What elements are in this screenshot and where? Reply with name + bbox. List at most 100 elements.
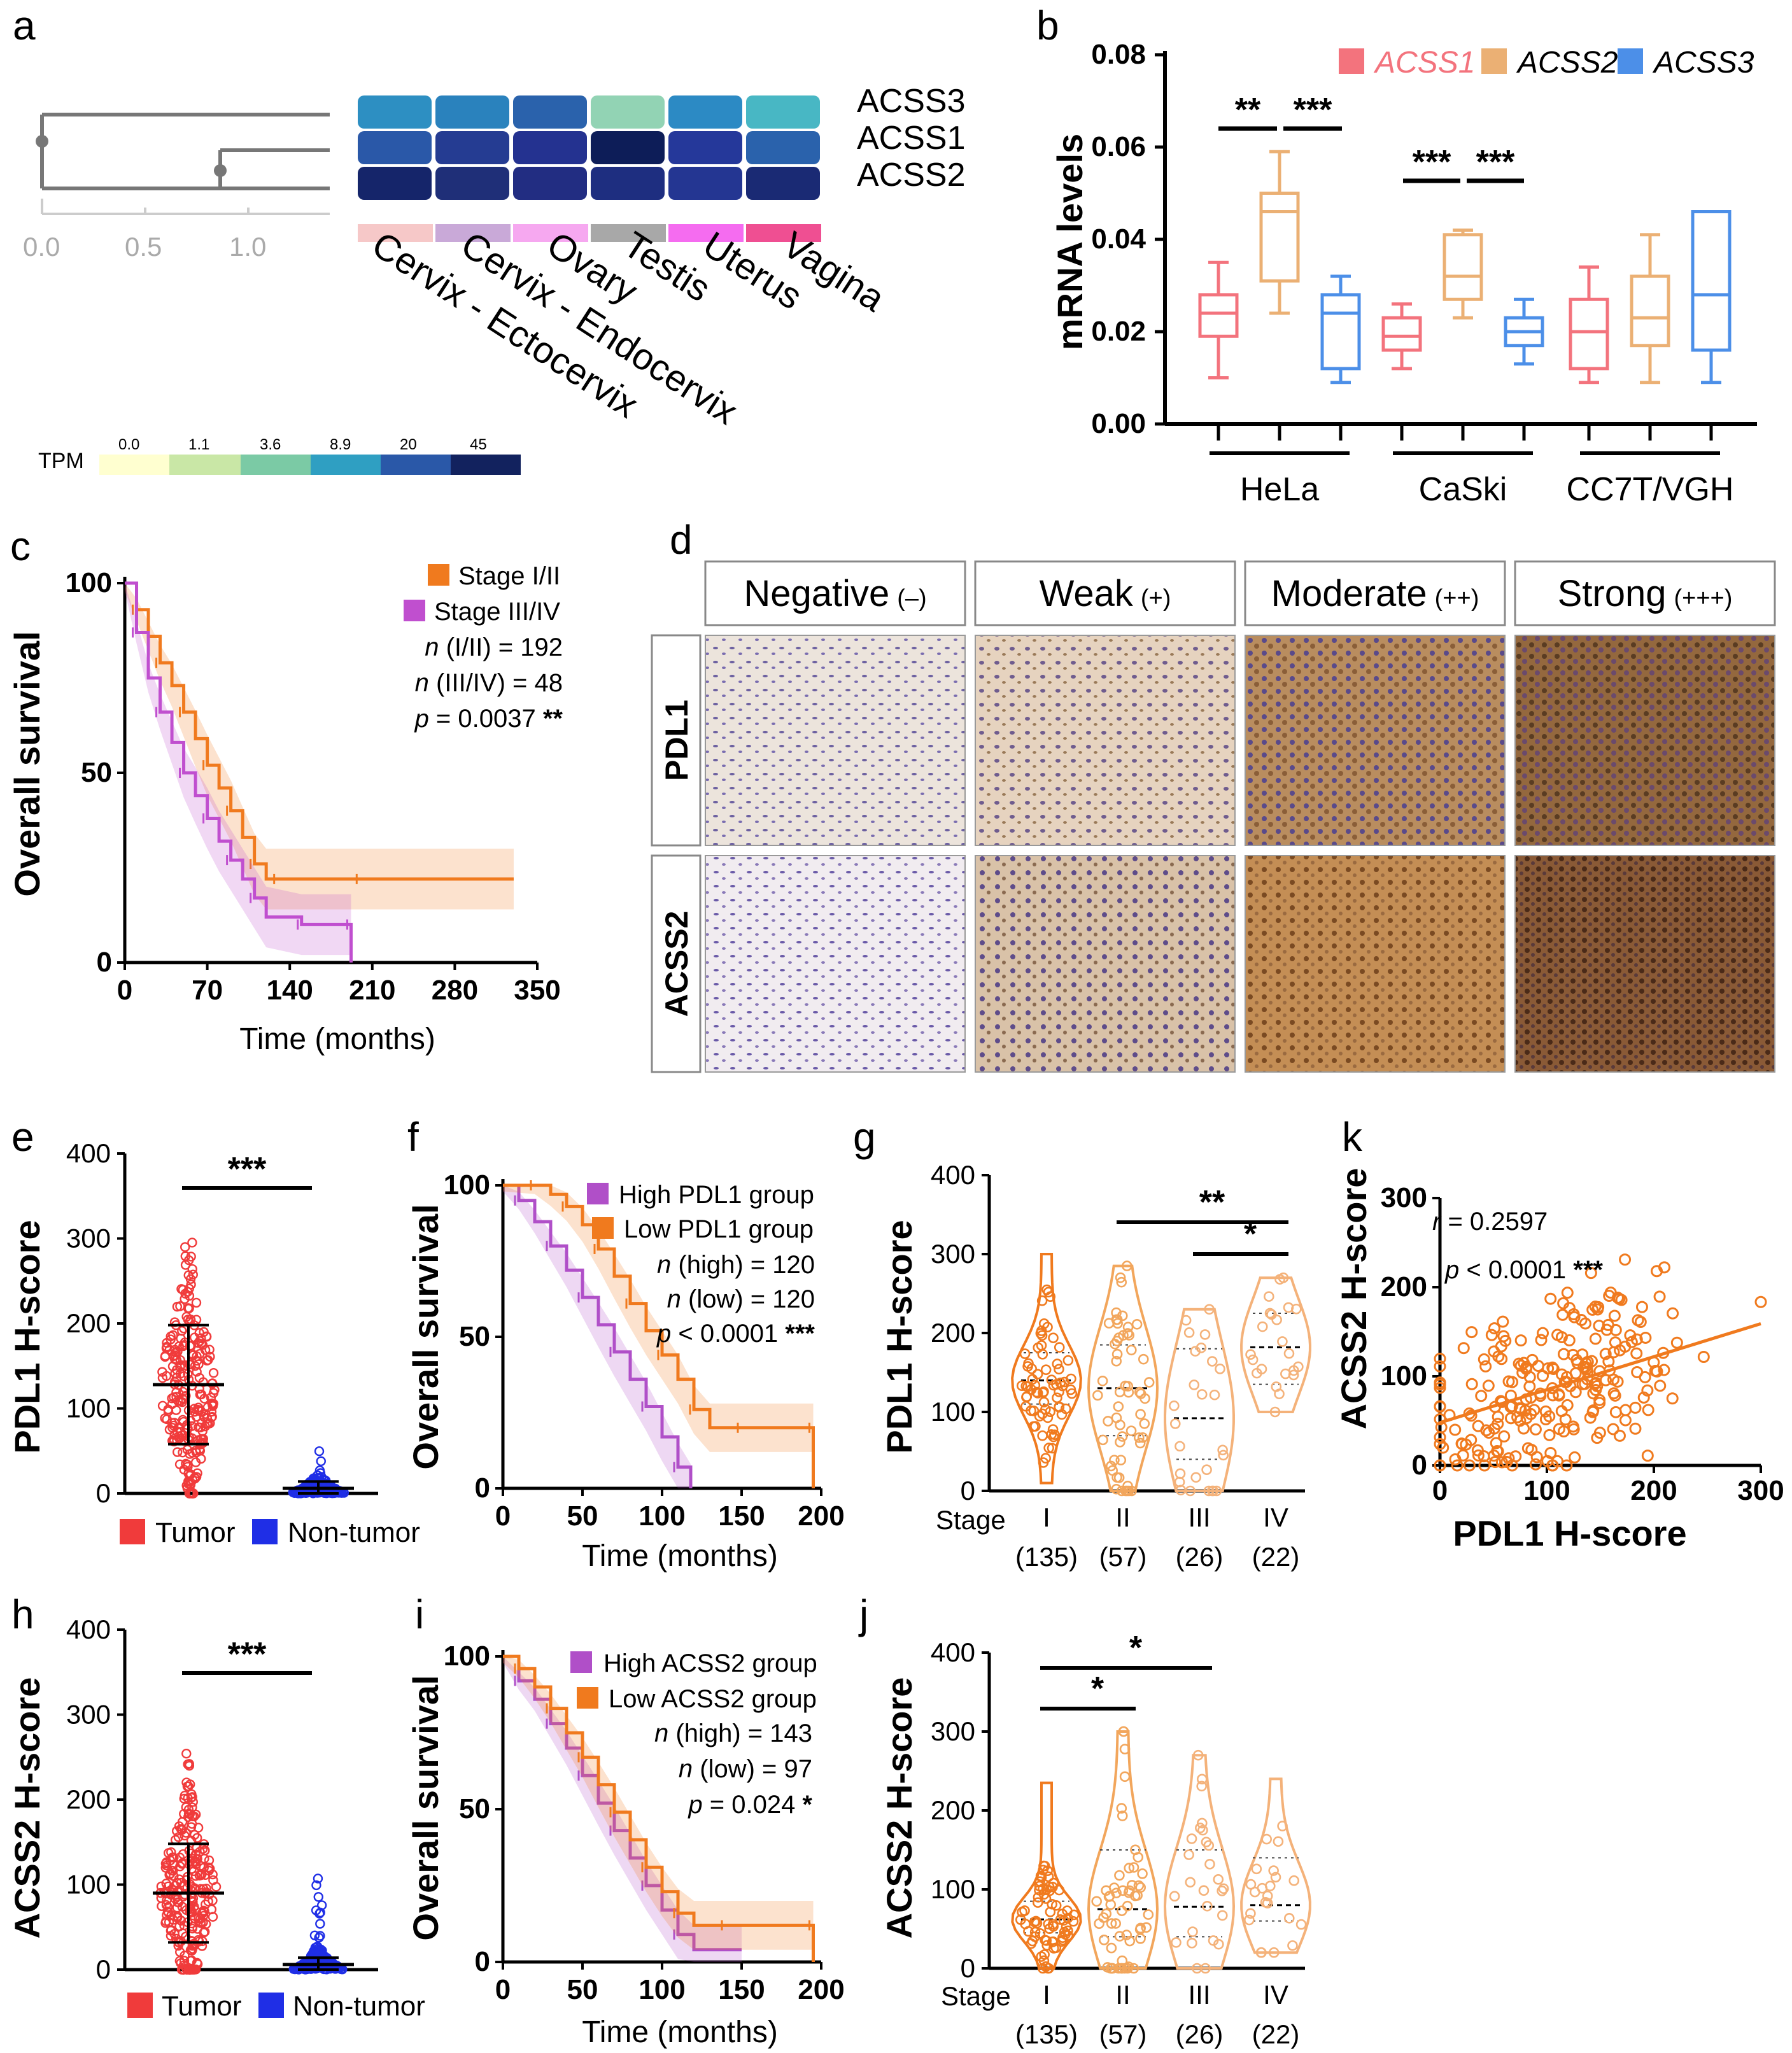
data-point <box>1514 1334 1527 1347</box>
ihc-image-acss2-negative <box>705 855 966 1073</box>
significance-mark: *** <box>228 1636 267 1673</box>
y-tick-label: 0 <box>961 1953 975 1983</box>
stage-tick-label: IV <box>1263 1980 1288 2010</box>
tpm-color-bin <box>169 455 241 475</box>
data-point <box>1262 1890 1273 1901</box>
data-point <box>1586 1303 1599 1316</box>
data-point <box>1183 1327 1195 1338</box>
tpm-color-bin <box>311 455 381 475</box>
panel-j: j 0 100 200 300 400 I (135) II (57) III (26) IV (22)… <box>858 1591 1311 2049</box>
data-point <box>208 1368 219 1378</box>
panel-c: c 0 50 100 0 70 140 210 280 350 Overall survival… <box>7 523 563 1056</box>
heatmap-cell <box>668 131 742 164</box>
data-point <box>179 1809 189 1819</box>
data-point <box>1488 1450 1500 1462</box>
data-point <box>1208 1485 1219 1497</box>
data-point <box>1434 1376 1446 1389</box>
data-point <box>1114 1870 1125 1881</box>
x-axis-label: Time (months) <box>582 1539 778 1573</box>
y-axis-label: ACSS2 H-score <box>879 1677 919 1939</box>
data-point <box>1198 1885 1210 1896</box>
heatmap-cell <box>668 95 742 129</box>
data-point <box>1131 1319 1143 1330</box>
data-point <box>181 1748 192 1759</box>
stage-tick-label: II <box>1115 1980 1130 2010</box>
data-point <box>1186 1833 1197 1844</box>
data-point <box>1043 1919 1054 1930</box>
data-point <box>163 1848 174 1858</box>
row-header-box <box>651 634 702 847</box>
data-point <box>1047 1898 1057 1910</box>
survival-line <box>503 1183 815 1488</box>
data-point <box>1483 1427 1495 1439</box>
data-point <box>173 1832 184 1842</box>
data-point <box>1497 1315 1509 1328</box>
data-point <box>1054 1386 1064 1397</box>
data-point <box>1208 1935 1219 1946</box>
panel-d: d <box>651 517 1776 1073</box>
ihc-image-acss2-strong <box>1514 855 1775 1073</box>
dendrogram <box>40 113 330 215</box>
data-point <box>1041 1284 1052 1295</box>
data-point <box>1137 1432 1148 1443</box>
data-point <box>1040 1364 1052 1375</box>
data-point <box>183 1303 194 1313</box>
data-point <box>1183 1849 1194 1860</box>
data-point <box>1629 1401 1642 1414</box>
legend-label: High PDL1 group <box>619 1181 814 1209</box>
y-tick-label: 400 <box>66 1138 111 1168</box>
x-tick-label: 200 <box>1630 1475 1677 1506</box>
data-point <box>1451 1459 1464 1472</box>
stage-tick-label: I <box>1043 1980 1050 2010</box>
tissue-color-swatch <box>435 224 511 242</box>
data-point <box>192 1833 202 1843</box>
data-point <box>1043 1881 1055 1893</box>
y-tick-label: 400 <box>931 1160 975 1190</box>
panel-label-b: b <box>1036 3 1059 48</box>
data-point <box>1038 1397 1050 1407</box>
data-point <box>1026 1363 1037 1374</box>
data-point <box>1600 1374 1612 1386</box>
data-point <box>1201 1464 1212 1476</box>
data-point <box>1175 1468 1186 1479</box>
heatmap-cell <box>591 131 665 164</box>
data-point <box>185 1341 195 1351</box>
legend-label: Stage I/II <box>458 562 560 590</box>
y-tick-label: 200 <box>931 1318 975 1348</box>
data-point <box>1653 1290 1666 1303</box>
data-point <box>185 1779 195 1789</box>
heatmap-gene-label: ACSS1 <box>857 120 966 157</box>
box-body <box>1443 233 1483 301</box>
violin-outline <box>1163 1754 1236 1970</box>
data-point <box>1589 1332 1602 1345</box>
data-point <box>1187 1926 1198 1937</box>
box-body <box>1198 293 1239 338</box>
data-point <box>311 1880 321 1891</box>
data-point <box>182 1444 193 1455</box>
data-point <box>1122 1322 1134 1333</box>
data-point <box>1115 1437 1125 1448</box>
data-point <box>197 1908 207 1919</box>
data-point <box>1117 1810 1128 1821</box>
data-point <box>1619 1414 1632 1427</box>
data-point <box>187 1811 197 1821</box>
data-point <box>1509 1450 1522 1463</box>
legend-swatch-non-tumor <box>252 1519 278 1544</box>
survival-curve-stage: 0 50 100 0 70 140 210 280 350 <box>66 567 561 1006</box>
data-point <box>1126 1344 1137 1356</box>
tissue-color-swatch <box>358 224 433 242</box>
confidence-band <box>503 1656 742 1962</box>
data-point <box>177 1325 187 1336</box>
data-point <box>1569 1386 1582 1399</box>
data-point <box>1271 1314 1282 1325</box>
legend-label: Tumor <box>162 1991 242 2022</box>
violin-outline <box>1164 1308 1235 1492</box>
data-point <box>1048 1332 1059 1343</box>
data-point <box>1054 1342 1065 1353</box>
data-point <box>1135 1409 1146 1420</box>
survival-line <box>503 1654 815 1962</box>
tissue-color-swatch <box>513 224 588 242</box>
data-point <box>1591 1432 1604 1444</box>
data-point <box>180 1242 190 1252</box>
y-tick-label: 0 <box>97 947 112 978</box>
